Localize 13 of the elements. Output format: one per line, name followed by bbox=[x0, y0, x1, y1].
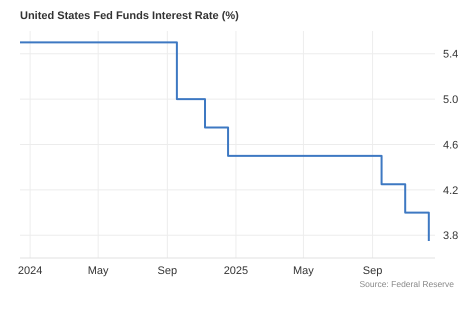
y-tick-label: 5.0 bbox=[443, 94, 458, 106]
y-tick-label: 4.2 bbox=[443, 184, 458, 197]
x-tick-label: Sep bbox=[362, 264, 382, 277]
x-tick-label: May bbox=[88, 264, 110, 277]
source-note: Source: Federal Reserve bbox=[360, 279, 454, 289]
y-tick-label: 3.8 bbox=[443, 230, 458, 242]
x-tick-label: Sep bbox=[158, 264, 178, 277]
y-tick-label: 4.6 bbox=[443, 139, 458, 152]
x-tick-label: May bbox=[293, 264, 314, 277]
x-tick-label: 2024 bbox=[18, 264, 42, 277]
x-tick-label: 2025 bbox=[224, 264, 248, 277]
chart-title: United States Fed Funds Interest Rate (%) bbox=[20, 10, 239, 22]
y-tick-label: 5.4 bbox=[443, 48, 458, 61]
